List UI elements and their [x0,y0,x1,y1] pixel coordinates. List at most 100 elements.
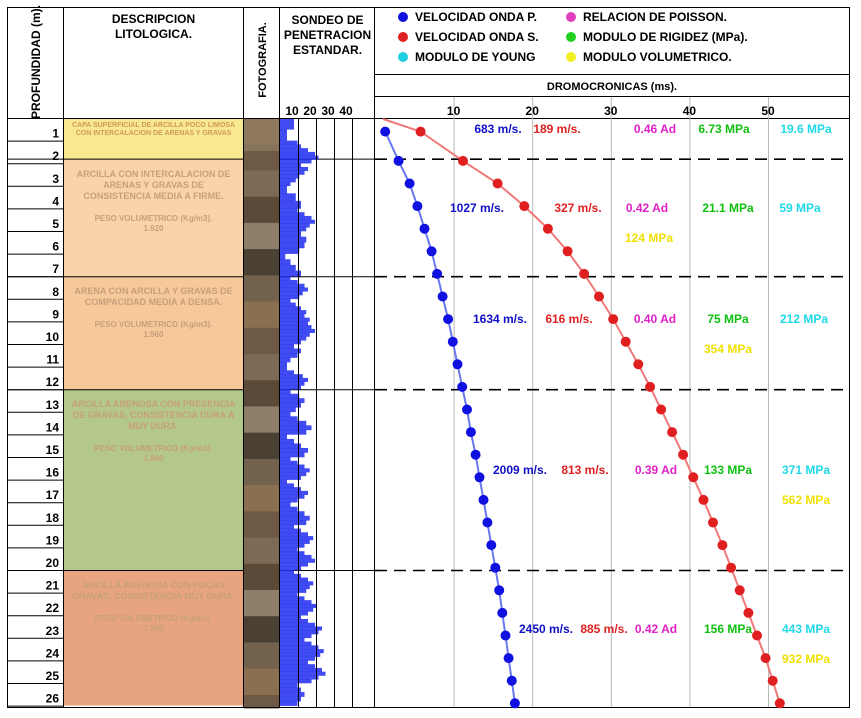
photo-strip [244,268,279,276]
spt-bar [280,468,310,473]
spt-bar [280,630,319,635]
series-point-vs [415,126,426,137]
value-young: 371 MPa [782,463,830,477]
series-point-vs [562,246,573,257]
photo-strip [244,314,279,322]
layer-description-1: CAPA SUPERFICIAL DE ARCILLA POCO LIMOSA … [64,120,243,140]
photo-strip [244,203,279,211]
photo-strip [244,498,279,506]
photo-strip [244,668,279,676]
legend-label: MODULO DE YOUNG [415,50,535,64]
spt-bar [280,353,298,358]
spt-tick-label: 10 [285,104,299,118]
spt-bar [280,259,291,266]
series-point-vs [645,381,656,392]
value-vp: 683 m/s. [474,122,521,136]
series-point-vs [667,427,678,438]
photo-strip [244,550,279,558]
depth-label: 8 [52,285,59,299]
depth-label: 2 [52,149,59,163]
spt-bar [280,182,291,187]
value-poisson: 0.42 Ad [635,622,677,636]
spt-bar [280,554,312,559]
photo-strip [244,295,279,303]
photo-strip [244,380,279,388]
spt-bar [280,649,324,654]
series-point-vs [458,155,468,166]
series-point-vs [608,314,619,325]
spt-bar [280,472,307,477]
weight-label: PESO VOLUMETRICO (Kg/m3). [94,444,213,454]
spt-bar [280,407,296,413]
photo-strip [244,452,279,460]
depth-label: 3 [52,172,59,186]
photo-strip [244,531,279,539]
photo-header: FOTOGRAFIA. [257,22,269,98]
x-tick-label: 20 [526,104,540,118]
value-vp: 1027 m/s. [450,201,504,215]
photo-strip [244,177,279,185]
spt-bar [280,615,301,620]
spt-bar [280,675,319,680]
photo-strip [244,367,279,375]
spt-bar [280,645,319,650]
depth-label: 13 [46,398,60,412]
x-tick-label: 10 [447,104,461,118]
spt-bar [280,185,287,194]
spt-header: SONDEO DE PENETRACION ESTANDAR. [283,13,372,57]
weight-label: PESO VOLUMETRICO (Kg/m3). [94,213,213,223]
photo-strip [244,183,279,191]
photo-strip [244,432,279,440]
spt-bar [280,536,314,541]
series-point-vp [462,404,472,415]
series-point-vp [509,698,520,709]
depth-label: 5 [52,217,59,231]
spt-bar [280,558,315,563]
spt-bar [280,200,301,209]
x-tick-label: 30 [604,104,618,118]
photo-strip [244,485,279,493]
spt-bar [280,348,301,354]
series-point-vp [452,359,463,370]
photo-strip [244,262,279,270]
spt-bar [280,402,301,408]
spt-bar [280,295,300,300]
spt-bar [280,377,308,382]
spt-bar [280,247,300,254]
photo-strip [244,399,279,407]
spt-bar [280,264,296,271]
photo-strip [244,701,279,709]
series-point-vp [419,223,430,234]
depth-header: PROFUNDIDAD (m). [29,5,43,119]
spt-bar [280,298,291,303]
photo-strip [244,544,279,552]
photo-strip [244,236,279,244]
spt-bar [280,223,310,228]
legend-label: VELOCIDAD ONDA S. [415,30,539,44]
photo-strip [244,209,279,217]
spt-tick-label: 40 [339,104,353,118]
spt-bar [280,443,301,449]
photo-strip [244,694,279,702]
depth-label: 17 [46,488,60,502]
series-point-vp [470,449,481,460]
spt-bar [280,494,305,499]
spt-bar [280,227,307,232]
photo-strip [244,249,279,257]
spt-bar [280,502,291,508]
spt-bar [280,524,294,529]
photo-strip [244,419,279,427]
photo-strip [244,642,279,650]
photo-strip [244,655,279,663]
spt-bar [280,313,305,318]
spt-bar [280,547,298,552]
photo-strip [244,242,279,250]
photo-strip [244,340,279,348]
spt-bar [280,231,301,237]
spt-bar [280,362,287,367]
spt-bar [280,344,294,349]
series-point-vs [698,494,709,505]
spt-bar [280,193,296,202]
depth-label: 11 [46,353,59,367]
spt-bar [280,611,308,616]
